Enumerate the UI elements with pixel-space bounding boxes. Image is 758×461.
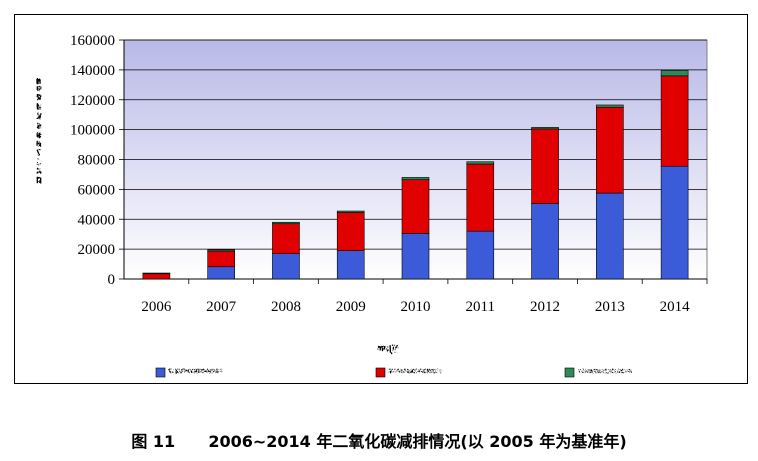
bar-segment-2008-s0: [272, 253, 300, 280]
bars: [142, 70, 689, 280]
axis-titles: [36, 78, 399, 355]
y-tick-label: 60000: [78, 182, 116, 198]
x-axis-title: [377, 344, 399, 355]
bar-segment-2008-s1: [272, 223, 300, 254]
legend-label-line-loss: [577, 368, 633, 374]
y-tick-label: 80000: [78, 153, 116, 169]
bar-segment-2006-s2: [142, 272, 171, 275]
x-tick-label: 2011: [466, 299, 495, 315]
x-tick-label: 2007: [206, 299, 237, 315]
figure-label: 图 11: [131, 432, 176, 451]
bar-segment-2009-s2: [336, 210, 365, 213]
bar-segment-2013-s1: [596, 106, 624, 194]
bar-segment-2011-s1: [466, 163, 495, 232]
bar-segment-2012-s2: [531, 127, 559, 130]
y-tick-label: 120000: [70, 93, 115, 109]
bar-segment-2011-s0: [466, 230, 495, 280]
bar-segment-2014-s1: [660, 75, 689, 167]
bar-segment-2007-s2: [207, 249, 235, 252]
x-tick-label: 2013: [595, 299, 625, 315]
y-tick-label: 20000: [78, 242, 116, 258]
legend: [155, 367, 633, 378]
x-tick-label: 2009: [336, 299, 366, 315]
legend-swatch-line-loss: [564, 367, 575, 378]
bar-segment-2014-s0: [660, 165, 689, 280]
x-tick-label: 2012: [530, 299, 560, 315]
y-tick-label: 100000: [70, 123, 115, 139]
bar-segment-2009-s0: [336, 250, 365, 280]
y-tick-label: 0: [108, 272, 116, 288]
bar-segment-2011-s2: [466, 161, 495, 165]
x-axis-ticks: 2006 2007 2008 2009 2010 2011 2012 2013 2014: [141, 279, 708, 315]
bar-segment-2007-s1: [207, 250, 235, 268]
bar-segment-2012-s0: [531, 203, 559, 280]
bar-segment-2013-s2: [596, 104, 624, 108]
bar-segment-2010-s0: [401, 233, 430, 280]
bar-segment-2006-s1: [142, 273, 171, 280]
stacked-bar-chart: 0 20000 40000 60000 80000 100000 120000 140000 1…: [36, 33, 708, 378]
bar-segment-2010-s1: [401, 179, 430, 234]
x-tick-label: 2006: [141, 299, 172, 315]
x-tick-label: 2010: [401, 299, 431, 315]
x-tick-label: 2014: [660, 299, 691, 315]
y-tick-label: 140000: [70, 63, 115, 79]
legend-label-non-fossil: [168, 368, 223, 374]
legend-swatch-coal-consumption: [375, 367, 386, 378]
figure-title: 2006~2014 年二氧化碳减排情况(以 2005 年为基准年): [208, 432, 627, 451]
chart-frame: 0 20000 40000 60000 80000 100000 120000 140000 1…: [14, 14, 748, 384]
y-tick-label: 160000: [70, 33, 115, 49]
legend-label-coal-consumption: [388, 368, 443, 374]
bar-segment-2008-s2: [272, 221, 300, 225]
bar-segment-2007-s0: [207, 266, 235, 280]
bar-segment-2009-s1: [336, 212, 365, 251]
figure-caption: 图 11 2006~2014 年二氧化碳减排情况(以 2005 年为基准年): [0, 428, 758, 452]
bar-segment-2012-s1: [531, 128, 559, 204]
legend-swatch-non-fossil: [155, 367, 166, 378]
bar-segment-2014-s2: [660, 70, 689, 77]
bar-segment-2010-s2: [401, 177, 430, 180]
y-tick-label: 40000: [78, 212, 116, 228]
x-tick-label: 2008: [271, 299, 301, 315]
y-axis-title: [36, 78, 42, 184]
bar-segment-2013-s0: [596, 192, 624, 280]
